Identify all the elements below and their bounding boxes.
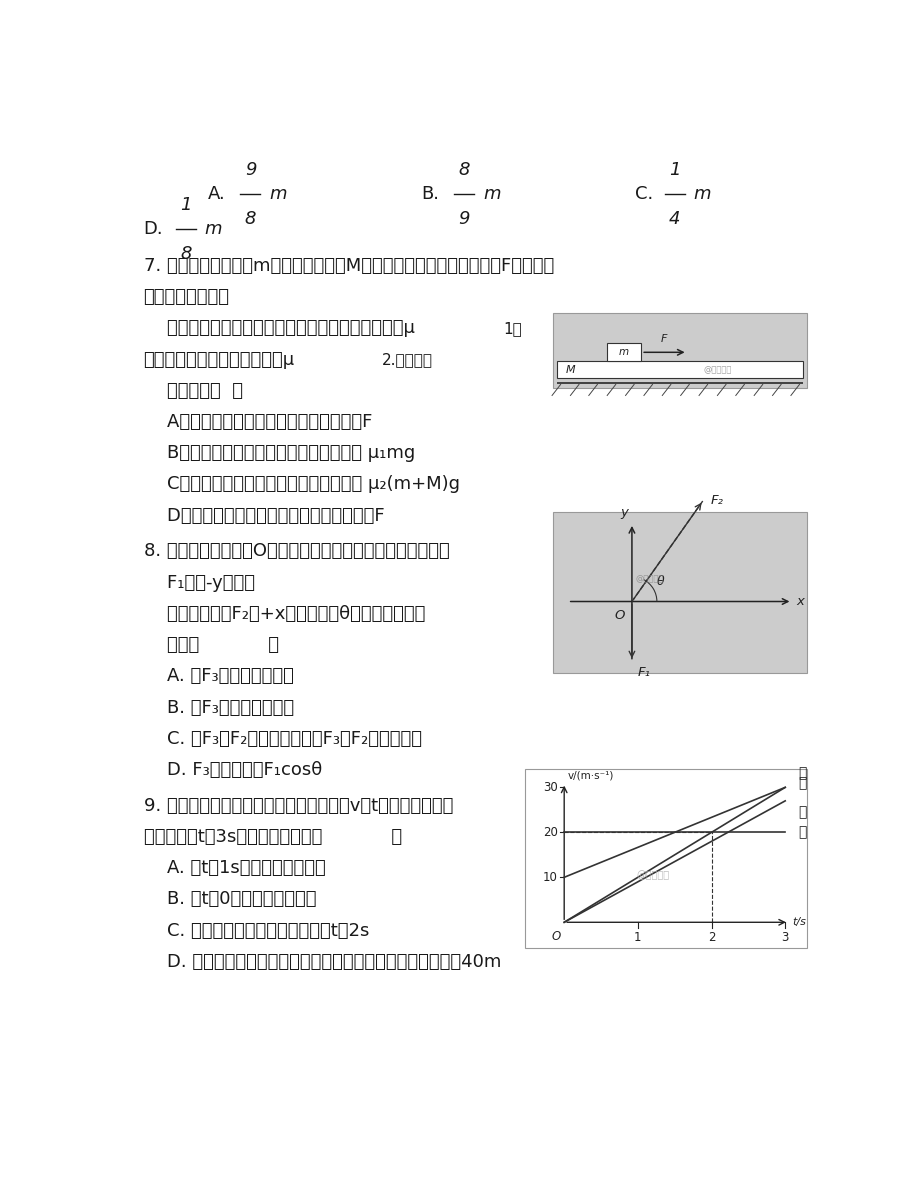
Text: 1，: 1，: [503, 321, 522, 336]
Text: O: O: [550, 930, 560, 943]
Text: 甲: 甲: [797, 766, 806, 780]
Text: 的是（            ）: 的是（ ）: [143, 637, 278, 654]
Text: M: M: [565, 365, 574, 374]
Text: 已知两车在t＝3s时并排行驶，则（            ）: 已知两车在t＝3s时并排行驶，则（ ）: [143, 828, 402, 846]
Text: 2: 2: [707, 931, 714, 944]
Text: 向右滑行，长木板: 向右滑行，长木板: [143, 288, 229, 306]
Text: m: m: [205, 221, 222, 238]
Text: F₁，沿-y方向，: F₁，沿-y方向，: [143, 573, 255, 591]
Bar: [553, 312, 806, 389]
Text: 甲: 甲: [797, 776, 806, 790]
Text: 1: 1: [180, 195, 192, 213]
Text: 10: 10: [542, 871, 557, 883]
Text: 大小未知的力F₂与+x方向夹角为θ，下列说法正确: 大小未知的力F₂与+x方向夹角为θ，下列说法正确: [143, 604, 425, 623]
Text: D.: D.: [143, 221, 163, 238]
Text: 正确的是（  ）: 正确的是（ ）: [143, 381, 243, 399]
Text: 8: 8: [459, 161, 470, 179]
Text: O: O: [614, 609, 624, 622]
Text: 9: 9: [244, 161, 255, 179]
Text: B. 在t＝0时，甲车在乙车前: B. 在t＝0时，甲车在乙车前: [143, 890, 316, 908]
Text: C. 两车另一次并排行驶的时刻是t＝2s: C. 两车另一次并排行驶的时刻是t＝2s: [143, 921, 369, 939]
Text: 30: 30: [542, 781, 557, 794]
Bar: [557, 381, 802, 385]
Text: @正确教育: @正确教育: [635, 575, 664, 583]
Text: A.: A.: [208, 186, 225, 204]
Text: 乙: 乙: [797, 806, 806, 819]
Text: F: F: [660, 334, 666, 344]
Bar: [525, 769, 806, 948]
Text: C.: C.: [635, 186, 653, 204]
Bar: [557, 361, 802, 378]
Text: @正确教育: @正确教育: [703, 365, 732, 374]
Text: 4: 4: [668, 210, 680, 228]
Text: y: y: [619, 507, 628, 520]
Text: F₁: F₁: [637, 666, 650, 678]
Text: 3: 3: [780, 931, 789, 944]
Text: 9: 9: [459, 210, 470, 228]
Text: @正确教育: @正确教育: [635, 870, 668, 880]
Text: 8: 8: [180, 244, 192, 263]
Text: D. F₃的最小值为F₁cosθ: D. F₃的最小值为F₁cosθ: [143, 760, 322, 778]
Text: 木板与地面间的动摸擦因数为μ: 木板与地面间的动摸擦因数为μ: [143, 350, 294, 368]
Text: A. 在t＝1s时，甲车在乙车后: A. 在t＝1s时，甲车在乙车后: [143, 859, 325, 877]
Text: B. 力F₃可能在第三象限: B. 力F₃可能在第三象限: [143, 699, 293, 716]
Text: C. 力F₃与F₂的夹角越小，则F₃与F₂的合力越小: C. 力F₃与F₂的夹角越小，则F₃与F₂的合力越小: [143, 730, 421, 747]
Text: v/(m·s⁻¹): v/(m·s⁻¹): [567, 770, 614, 780]
Text: t/s: t/s: [791, 918, 805, 927]
Text: D．木板受到地面摸擦力的大小不一定等于F: D．木板受到地面摸擦力的大小不一定等于F: [143, 507, 384, 524]
Text: 20: 20: [542, 826, 557, 839]
Text: F₂: F₂: [709, 493, 722, 507]
Text: C．木板受到地面的摸擦力的大小一定是 μ₂(m+M)g: C．木板受到地面的摸擦力的大小一定是 μ₂(m+M)g: [143, 476, 459, 493]
Text: A. 力F₃可能在第一象限: A. 力F₃可能在第一象限: [143, 668, 293, 685]
Text: m: m: [693, 186, 710, 204]
Text: B.: B.: [421, 186, 439, 204]
Text: 2.下列说法: 2.下列说法: [382, 352, 433, 367]
Text: 1: 1: [633, 931, 641, 944]
Text: A．木块受到木板的摸擦力的大小一定是F: A．木块受到木板的摸擦力的大小一定是F: [143, 414, 371, 432]
Text: D. 甲、乙两车两次并排行驶的位置之间沿公路方向的距离为40m: D. 甲、乙两车两次并排行驶的位置之间沿公路方向的距离为40m: [143, 952, 500, 970]
Text: θ: θ: [656, 575, 664, 588]
Text: B．木板受到地面的摸擦力的大小一定是 μ₁mg: B．木板受到地面的摸擦力的大小一定是 μ₁mg: [143, 445, 414, 462]
Text: 1: 1: [668, 161, 680, 179]
Text: 9. 甲、乙两车在平直公路上同向行驶，其v－t图像如图所示。: 9. 甲、乙两车在平直公路上同向行驶，其v－t图像如图所示。: [143, 796, 452, 814]
Text: m: m: [482, 186, 500, 204]
Text: 7. 如图所示，质量为m的木块在质量为M的长木板上，受到向右的拉力F的作用而: 7. 如图所示，质量为m的木块在质量为M的长木板上，受到向右的拉力F的作用而: [143, 257, 553, 275]
Text: 8. 如图所示，作用于O点的三个力平衡，设其中一个力大小为: 8. 如图所示，作用于O点的三个力平衡，设其中一个力大小为: [143, 542, 448, 560]
Text: m: m: [618, 347, 629, 358]
Text: 处于静止状态，已知木块与木板间的动摸擦因数为μ: 处于静止状态，已知木块与木板间的动摸擦因数为μ: [143, 319, 414, 337]
Text: 8: 8: [244, 210, 255, 228]
Bar: [553, 513, 806, 672]
Bar: [607, 343, 641, 361]
Text: m: m: [268, 186, 286, 204]
Text: x: x: [795, 595, 803, 608]
Text: 乙: 乙: [797, 825, 806, 839]
